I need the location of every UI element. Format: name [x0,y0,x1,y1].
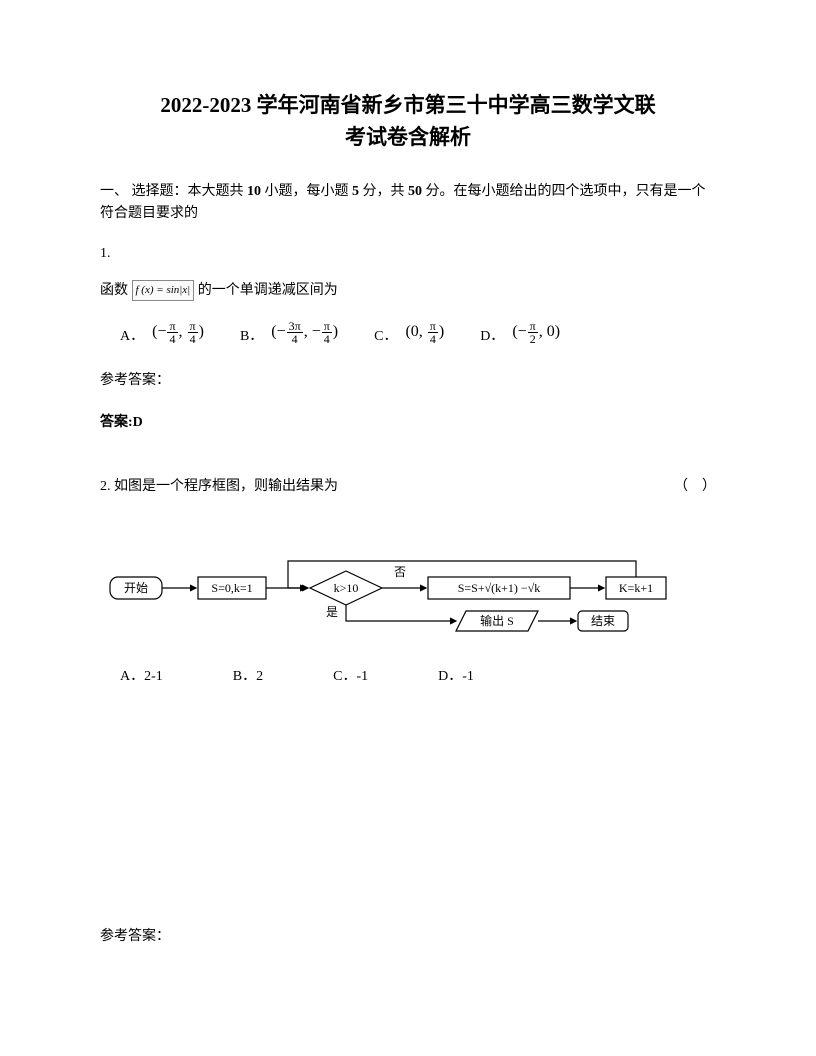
q1-optD-label: D． [480,325,504,345]
q2-body: 2. 如图是一个程序框图，则输出结果为 （ ） [100,475,716,495]
q1-optA-value: (−π4, π4) [152,320,204,345]
q1-answer-label: 参考答案： [100,369,716,389]
q1-optC-value: (0, π4) [405,320,444,345]
q2-optA: A．2-1 [120,665,163,685]
q2-paren: （ ） [674,475,716,495]
fc-cond: k>10 [334,581,359,595]
q1-number: 1. [100,246,716,262]
fc-no-label: 否 [394,565,406,579]
q1-answer: 答案:D [100,411,716,431]
q2-optC: C．-1 [333,665,368,685]
q2-options: A．2-1 B．2 C．-1 D．-1 [100,665,716,685]
fc-yes-label: 是 [326,605,338,619]
fc-output: 输出 S [480,613,514,628]
q1-optD-value: (−π2, 0) [512,320,560,345]
page-title: 2022-2023 学年河南省新乡市第三十中学高三数学文联 考试卷含解析 [100,90,716,153]
q2-answer-label: 参考答案： [100,925,716,945]
q2-flowchart: 开始 S=0,k=1 k>10 否 S=S+√(k+1) −√k K=k+1 是 [100,555,716,641]
fc-start: 开始 [124,581,148,595]
q1-optC-label: C． [374,325,397,345]
section-1-header: 一、 选择题：本大题共 10 小题，每小题 5 分，共 50 分。在每小题给出的… [100,181,716,226]
title-line2: 考试卷含解析 [345,125,471,149]
title-line1: 2022-2023 学年河南省新乡市第三十中学高三数学文联 [160,93,655,117]
q1-options: A． (−π4, π4) B． (−3π4, −π4) C． (0, π4) D… [100,322,716,347]
fc-end: 结束 [591,614,615,628]
q1-body: 函数 f (x) = sin|x| 的一个单调递减区间为 [100,280,716,302]
q1-optB-label: B． [240,325,263,345]
q2-text: 2. 如图是一个程序框图，则输出结果为 [100,475,338,495]
fc-update: S=S+√(k+1) −√k [458,581,541,595]
fc-inc: K=k+1 [619,581,653,595]
q2-optB: B．2 [233,665,263,685]
q1-formula: f (x) = sin|x| [132,280,195,302]
fc-init: S=0,k=1 [211,581,252,595]
q2-optD: D．-1 [438,665,474,685]
q1-optB-value: (−3π4, −π4) [271,320,338,345]
q1-optA-label: A． [120,325,144,345]
